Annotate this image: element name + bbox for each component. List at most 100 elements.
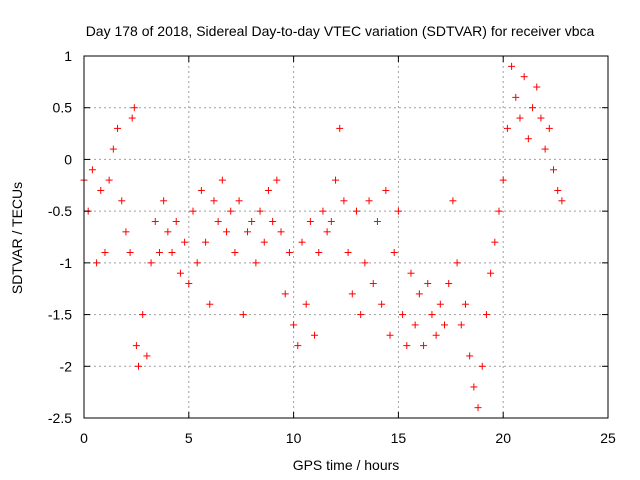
data-point bbox=[164, 228, 172, 236]
data-point bbox=[281, 290, 289, 298]
data-point bbox=[128, 114, 136, 122]
data-point bbox=[218, 176, 226, 184]
data-point bbox=[432, 331, 440, 339]
data-point bbox=[160, 197, 168, 205]
x-tick-label: 0 bbox=[80, 430, 88, 446]
x-tick-label: 20 bbox=[495, 430, 511, 446]
data-point bbox=[449, 197, 457, 205]
y-tick-label: -1.5 bbox=[48, 307, 72, 323]
data-point bbox=[457, 321, 465, 329]
data-point bbox=[114, 124, 122, 132]
data-point bbox=[277, 228, 285, 236]
data-point bbox=[357, 311, 365, 319]
data-point bbox=[478, 362, 486, 370]
data-point bbox=[202, 238, 210, 246]
data-point bbox=[453, 259, 461, 267]
data-point bbox=[382, 186, 390, 194]
data-point bbox=[239, 311, 247, 319]
chart-title: Day 178 of 2018, Sidereal Day-to-day VTE… bbox=[86, 23, 595, 39]
data-point bbox=[428, 311, 436, 319]
data-point bbox=[248, 217, 256, 225]
x-tick-label: 25 bbox=[600, 430, 616, 446]
data-point bbox=[537, 114, 545, 122]
data-point bbox=[323, 228, 331, 236]
data-point bbox=[482, 311, 490, 319]
data-point bbox=[315, 249, 323, 257]
data-point bbox=[210, 197, 218, 205]
data-point bbox=[474, 404, 482, 412]
data-point bbox=[93, 259, 101, 267]
data-point bbox=[252, 259, 260, 267]
data-point bbox=[151, 217, 159, 225]
plot-frame bbox=[83, 55, 609, 419]
data-point bbox=[378, 300, 386, 308]
data-point bbox=[139, 311, 147, 319]
data-point bbox=[520, 73, 528, 81]
y-tick-label: 0 bbox=[64, 151, 72, 167]
data-point bbox=[499, 176, 507, 184]
data-point bbox=[147, 259, 155, 267]
data-point bbox=[336, 124, 344, 132]
data-point bbox=[231, 249, 239, 257]
data-point bbox=[130, 104, 138, 112]
data-point bbox=[512, 93, 520, 101]
data-point bbox=[369, 280, 377, 288]
data-point bbox=[558, 197, 566, 205]
data-point bbox=[155, 249, 163, 257]
data-point bbox=[550, 166, 558, 174]
data-point bbox=[436, 300, 444, 308]
data-point bbox=[352, 207, 360, 215]
data-point bbox=[206, 300, 214, 308]
data-point bbox=[554, 186, 562, 194]
data-point bbox=[487, 269, 495, 277]
data-point bbox=[193, 259, 201, 267]
data-point bbox=[545, 124, 553, 132]
y-tick-labels: -2.5 -2 -1.5 -1 -0.5 0 0.5 1 bbox=[48, 48, 72, 426]
data-point bbox=[361, 259, 369, 267]
data-point bbox=[269, 217, 277, 225]
data-point bbox=[97, 186, 105, 194]
data-point bbox=[285, 249, 293, 257]
data-point bbox=[424, 280, 432, 288]
data-point bbox=[340, 197, 348, 205]
data-point bbox=[541, 145, 549, 153]
data-point bbox=[105, 176, 113, 184]
data-point bbox=[197, 186, 205, 194]
data-point bbox=[516, 114, 524, 122]
data-point bbox=[264, 186, 272, 194]
data-point bbox=[168, 249, 176, 257]
data-point bbox=[122, 228, 130, 236]
x-axis-label: GPS time / hours bbox=[293, 457, 400, 473]
data-point bbox=[470, 383, 478, 391]
data-point bbox=[109, 145, 117, 153]
data-point bbox=[132, 342, 140, 350]
data-point bbox=[176, 269, 184, 277]
y-tick-label: -2 bbox=[60, 358, 73, 374]
data-point bbox=[319, 207, 327, 215]
x-tick-label: 10 bbox=[286, 430, 302, 446]
data-point bbox=[390, 249, 398, 257]
grid-lines bbox=[84, 56, 608, 418]
data-point bbox=[491, 238, 499, 246]
data-point bbox=[88, 166, 96, 174]
data-point bbox=[495, 207, 503, 215]
y-tick-label: 1 bbox=[64, 48, 72, 64]
data-point bbox=[420, 342, 428, 350]
data-point bbox=[461, 300, 469, 308]
data-point bbox=[189, 207, 197, 215]
data-point bbox=[298, 238, 306, 246]
data-points bbox=[80, 62, 566, 412]
data-point bbox=[441, 321, 449, 329]
data-point bbox=[344, 249, 352, 257]
data-point bbox=[407, 269, 415, 277]
data-point bbox=[290, 321, 298, 329]
data-point bbox=[143, 352, 151, 360]
data-point bbox=[327, 217, 335, 225]
data-point bbox=[524, 135, 532, 143]
data-point bbox=[399, 311, 407, 319]
data-point bbox=[445, 280, 453, 288]
data-point bbox=[273, 176, 281, 184]
data-point bbox=[294, 342, 302, 350]
data-point bbox=[508, 62, 516, 70]
